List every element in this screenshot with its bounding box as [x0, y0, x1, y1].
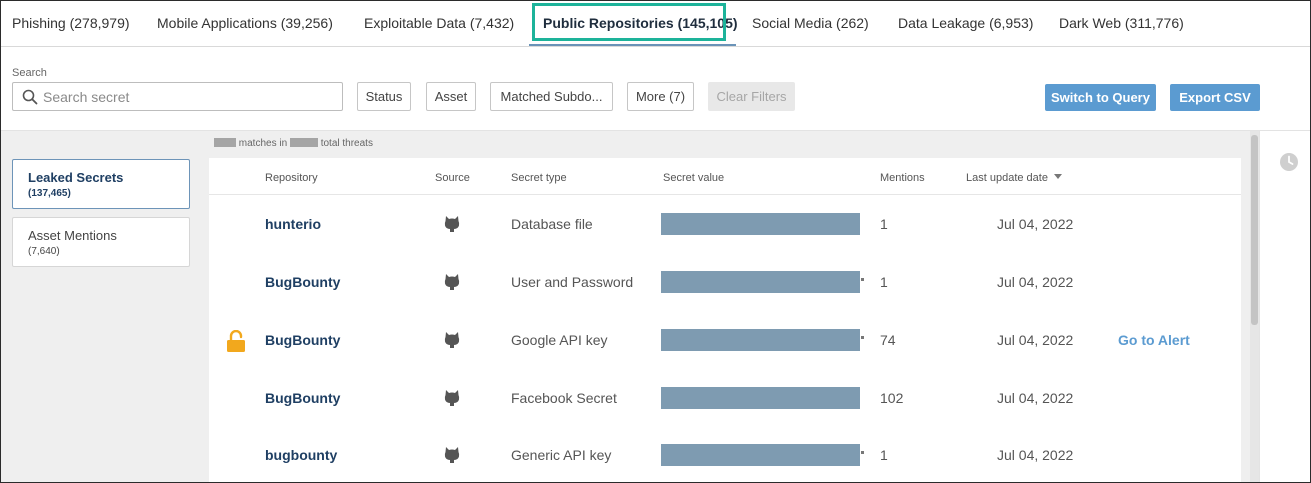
search-box[interactable] [12, 82, 343, 111]
table-row[interactable]: bugbounty Generic API key 1 Jul 04, 2022 [209, 426, 1241, 482]
header-divider [209, 194, 1241, 195]
vertical-scrollbar[interactable] [1250, 131, 1259, 482]
sidebar-item-count: (7,640) [28, 246, 60, 257]
secrets-table: Repository Source Secret type Secret val… [209, 158, 1241, 482]
repository-link[interactable]: BugBounty [265, 390, 341, 406]
category-tabs: Phishing (278,979) Mobile Applications (… [1, 1, 1310, 47]
sidebar-item-count: (137,465) [28, 188, 71, 199]
tab-phishing[interactable]: Phishing (278,979) [12, 15, 130, 31]
redacted-match-count [214, 138, 236, 147]
summary-matches-text: matches in [238, 138, 288, 149]
asset-filter-button[interactable]: Asset [426, 82, 476, 111]
content-area: matches in total threats Leaked Secrets … [1, 131, 1259, 482]
secret-type: Database file [511, 216, 593, 232]
table-row[interactable]: BugBounty Facebook Secret 102 Jul 04, 20… [209, 369, 1241, 427]
mentions-count: 102 [880, 390, 904, 406]
github-icon [444, 446, 460, 464]
tab-data-leakage[interactable]: Data Leakage (6,953) [898, 15, 1034, 31]
sidebar-item-label: Leaked Secrets [28, 170, 124, 185]
github-icon [444, 215, 460, 233]
right-rail [1259, 131, 1310, 482]
redacted-secret-value [661, 329, 860, 351]
secret-type: User and Password [511, 274, 634, 290]
truncation-dot [861, 277, 864, 281]
repository-link[interactable]: bugbounty [265, 447, 338, 463]
mentions-count: 1 [880, 447, 888, 463]
last-update-date: Jul 04, 2022 [997, 390, 1074, 406]
sidebar-item-asset-mentions[interactable]: Asset Mentions (7,640) [12, 217, 190, 267]
last-update-date: Jul 04, 2022 [997, 447, 1074, 463]
mentions-count: 1 [880, 216, 888, 232]
repository-link[interactable]: hunterio [265, 216, 321, 232]
secret-type: Google API key [511, 332, 608, 348]
filter-bar: Search Status Asset Matched Subdo... Mor… [1, 47, 1310, 131]
secret-type: Facebook Secret [511, 390, 617, 406]
search-input[interactable] [43, 83, 338, 110]
redacted-secret-value [661, 444, 860, 466]
tab-public-repositories[interactable]: Public Repositories (145,105) [543, 15, 738, 31]
mentions-count: 74 [880, 332, 896, 348]
table-row[interactable]: hunterio Database file 1 Jul 04, 2022 [209, 195, 1241, 253]
last-update-date: Jul 04, 2022 [997, 332, 1074, 348]
export-csv-button[interactable]: Export CSV [1170, 84, 1260, 111]
column-header-secret-value[interactable]: Secret value [663, 172, 725, 184]
summary-total-text: total threats [320, 138, 373, 149]
tab-exploitable-data[interactable]: Exploitable Data (7,432) [364, 15, 515, 31]
github-icon [444, 273, 460, 291]
column-header-secret-type[interactable]: Secret type [511, 172, 567, 184]
tab-mobile-applications[interactable]: Mobile Applications (39,256) [157, 15, 333, 31]
redacted-secret-value [661, 271, 860, 293]
github-icon [444, 389, 460, 407]
mentions-count: 1 [880, 274, 888, 290]
unlocked-icon [227, 330, 245, 352]
search-label: Search [12, 67, 47, 79]
column-header-mentions[interactable]: Mentions [880, 172, 925, 184]
clock-icon[interactable] [1279, 152, 1299, 172]
redacted-secret-value [661, 387, 860, 409]
last-update-date: Jul 04, 2022 [997, 274, 1074, 290]
column-header-label: Last update date [966, 172, 1048, 184]
truncation-dot [861, 450, 864, 454]
sidebar-item-leaked-secrets[interactable]: Leaked Secrets (137,465) [12, 159, 190, 209]
last-update-date: Jul 04, 2022 [997, 216, 1074, 232]
scrollbar-thumb[interactable] [1251, 135, 1258, 325]
switch-to-query-button[interactable]: Switch to Query [1045, 84, 1156, 111]
github-icon [444, 331, 460, 349]
active-tab-underline [529, 44, 736, 46]
more-filters-button[interactable]: More (7) [627, 82, 694, 111]
results-summary: matches in total threats [214, 138, 373, 149]
clear-filters-button[interactable]: Clear Filters [708, 82, 795, 111]
repository-link[interactable]: BugBounty [265, 332, 341, 348]
column-header-source[interactable]: Source [435, 172, 470, 184]
status-filter-button[interactable]: Status [357, 82, 411, 111]
table-row[interactable]: BugBounty Google API key 74 Jul 04, 2022… [209, 311, 1241, 369]
redacted-secret-value [661, 213, 860, 235]
sort-descending-icon [1053, 174, 1062, 179]
table-row[interactable]: BugBounty User and Password 1 Jul 04, 20… [209, 253, 1241, 311]
matched-subdomain-filter-button[interactable]: Matched Subdo... [490, 82, 613, 111]
column-header-repository[interactable]: Repository [265, 172, 318, 184]
search-icon [22, 89, 38, 105]
column-header-last-update-date[interactable]: Last update date [966, 172, 1062, 184]
sidebar-item-label: Asset Mentions [28, 228, 117, 243]
secret-type: Generic API key [511, 447, 612, 463]
tab-dark-web[interactable]: Dark Web (311,776) [1059, 15, 1184, 31]
redacted-total-count [289, 138, 318, 147]
tab-social-media[interactable]: Social Media (262) [752, 15, 869, 31]
go-to-alert-link[interactable]: Go to Alert [1118, 332, 1190, 348]
repository-link[interactable]: BugBounty [265, 274, 341, 290]
truncation-dot [861, 335, 864, 339]
